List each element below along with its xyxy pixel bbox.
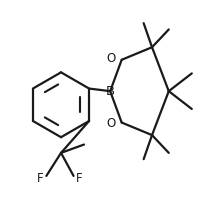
Text: F: F — [76, 172, 83, 185]
Text: O: O — [106, 117, 115, 130]
Text: O: O — [106, 52, 115, 65]
Text: F: F — [37, 172, 44, 185]
Text: B: B — [106, 85, 115, 98]
